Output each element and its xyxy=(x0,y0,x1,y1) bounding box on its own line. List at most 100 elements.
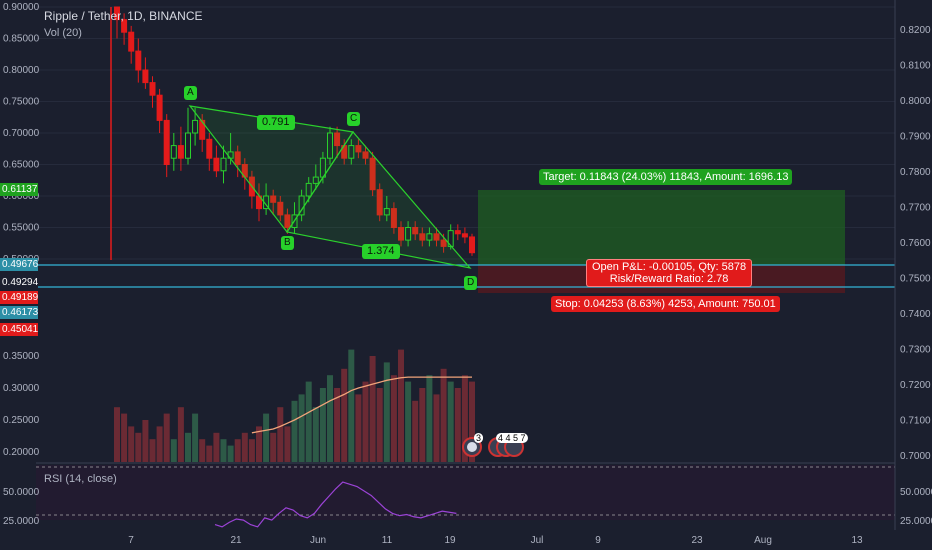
x-axis-tick: 11 xyxy=(382,535,393,546)
ratio-label-abc: 0.791 xyxy=(257,115,295,130)
volume-bar xyxy=(447,381,454,462)
candle xyxy=(270,189,277,215)
candle xyxy=(398,221,404,247)
volume-bar xyxy=(454,388,461,462)
target-label[interactable]: Target: 0.11843 (24.03%) 11843, Amount: … xyxy=(539,169,793,185)
volume-bar xyxy=(341,368,348,462)
candle xyxy=(114,6,120,39)
volume-bar xyxy=(440,368,447,462)
left-axis-tick: 0.30000 xyxy=(3,383,40,394)
right-axis-tick: 0.7300 xyxy=(900,345,931,356)
volume-bar xyxy=(426,375,433,462)
volume-bar xyxy=(419,388,426,462)
candle xyxy=(185,107,191,165)
risk-reward-line: Risk/Reward Ratio: 2.78 xyxy=(609,273,729,285)
right-axis-tick: 0.8200 xyxy=(900,25,931,36)
volume-bar xyxy=(469,381,475,462)
right-axis-tick: 0.8100 xyxy=(900,61,931,72)
pnl-label[interactable]: Open P&L: -0.00105, Qty: 5878 Risk/Rewar… xyxy=(586,259,753,287)
pattern-point-b: B xyxy=(281,236,294,250)
volume-bar xyxy=(121,413,128,462)
candle xyxy=(199,114,206,152)
volume-bar xyxy=(270,432,277,462)
candle xyxy=(135,38,142,83)
right-axis-tick: 0.7200 xyxy=(900,380,931,391)
volume-bar xyxy=(277,407,284,462)
candle xyxy=(412,221,419,241)
event-badge-1: 3 xyxy=(474,433,484,443)
candle xyxy=(454,224,461,241)
x-axis-tick: Jul xyxy=(531,535,544,546)
volume-bar xyxy=(213,432,220,462)
volume-bar xyxy=(163,413,170,462)
candle xyxy=(433,227,440,247)
candle xyxy=(234,145,241,178)
candle xyxy=(142,57,149,89)
left-axis-tick: 0.65000 xyxy=(3,160,40,171)
candle xyxy=(128,25,135,64)
candles xyxy=(110,6,475,260)
volume-bar xyxy=(291,400,298,462)
volume-bar xyxy=(227,445,234,462)
volume-bar xyxy=(369,356,376,462)
volume-bar xyxy=(376,388,383,462)
candle xyxy=(220,145,227,184)
candle xyxy=(156,88,163,133)
candle xyxy=(177,126,184,171)
volume-bar xyxy=(177,407,184,462)
price-tag: 0.49189 xyxy=(0,291,39,304)
right-axis-tick: 0.7900 xyxy=(900,132,931,143)
volume-bar xyxy=(319,388,326,462)
price-tag: 0.45041 xyxy=(0,323,39,336)
rsi-panel xyxy=(36,465,895,520)
pnl-line: Open P&L: -0.00105, Qty: 5878 xyxy=(592,261,747,273)
candle xyxy=(461,227,468,244)
left-axis-tick: 0.25000 xyxy=(3,415,40,426)
pattern-point-a: A xyxy=(184,86,197,100)
x-axis-tick: 19 xyxy=(444,535,456,546)
volume-bar xyxy=(142,420,149,462)
volume-bar xyxy=(149,439,156,462)
x-axis-tick: 23 xyxy=(691,535,703,546)
candle xyxy=(163,114,170,178)
left-axis-tick: 0.20000 xyxy=(3,447,40,458)
candle xyxy=(149,76,156,108)
candle xyxy=(334,126,341,159)
volume-bar xyxy=(185,432,191,462)
volume-bar xyxy=(114,407,120,462)
right-axis-tick: 0.7600 xyxy=(900,238,931,249)
event-badge-2: 4 4 5 7 xyxy=(496,433,528,443)
volume-bar xyxy=(327,375,333,462)
x-axis-tick: 21 xyxy=(230,535,242,546)
candle xyxy=(419,227,426,247)
volume-bar xyxy=(412,400,419,462)
volume-bars xyxy=(114,349,475,462)
x-axis-tick: 9 xyxy=(595,535,601,546)
volume-bar xyxy=(241,432,248,462)
stop-label[interactable]: Stop: 0.04253 (8.63%) 4253, Amount: 750.… xyxy=(551,296,780,312)
volume-bar xyxy=(298,394,305,462)
candle xyxy=(376,183,383,222)
volume-bar xyxy=(234,439,241,462)
x-axis-tick: 13 xyxy=(851,535,863,546)
rsi-axis-tick: 25.0000 xyxy=(3,516,40,527)
candle xyxy=(312,164,319,190)
event-icons[interactable]: 3 4 4 5 7 xyxy=(460,433,530,463)
candle xyxy=(383,196,390,222)
left-axis-tick: 0.55000 xyxy=(3,223,40,234)
candle xyxy=(206,133,213,171)
right-axis-tick: 0.7400 xyxy=(900,309,931,320)
rsi-axis-tick: 25.0000 xyxy=(900,516,932,527)
volume-bar xyxy=(405,381,412,462)
ratio-label-bcd: 1.374 xyxy=(362,244,400,259)
rsi-label: RSI (14, close) xyxy=(44,473,117,485)
candle xyxy=(348,139,355,165)
volume-bar xyxy=(312,407,319,462)
candle xyxy=(362,145,369,165)
right-axis-tick: 0.7800 xyxy=(900,167,931,178)
volume-bar xyxy=(170,439,177,462)
volume-bar xyxy=(284,426,291,462)
right-axis-tick: 0.7000 xyxy=(900,451,931,462)
price-tag: 0.49294 xyxy=(0,276,39,289)
